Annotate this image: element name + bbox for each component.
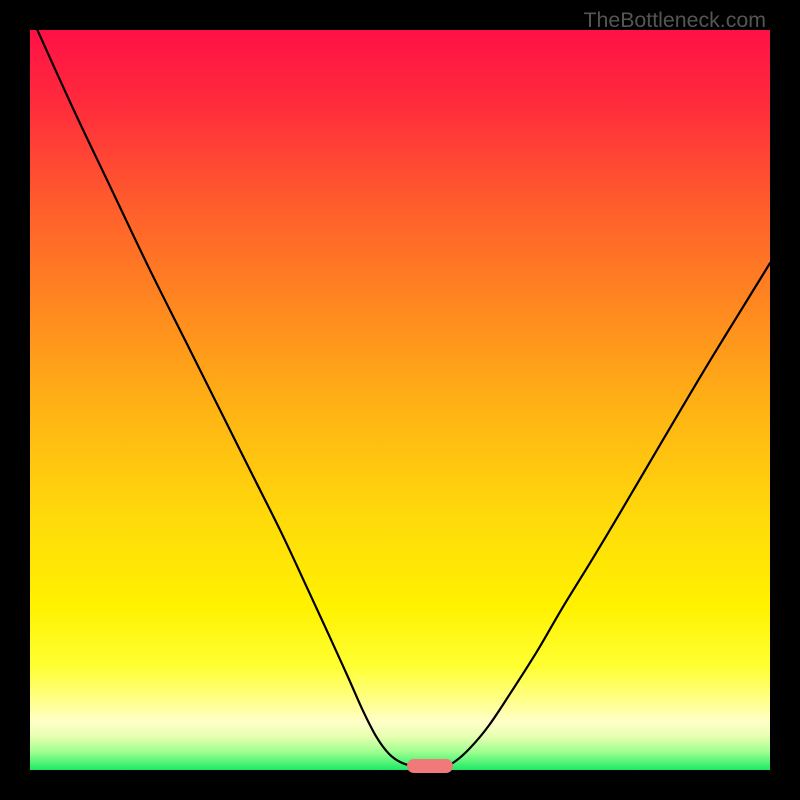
plot-area: [30, 30, 770, 770]
optimum-marker: [407, 759, 453, 773]
chart-container: TheBottleneck.com: [0, 0, 800, 800]
v-curve-line: [30, 30, 770, 770]
watermark-text: TheBottleneck.com: [583, 8, 766, 33]
